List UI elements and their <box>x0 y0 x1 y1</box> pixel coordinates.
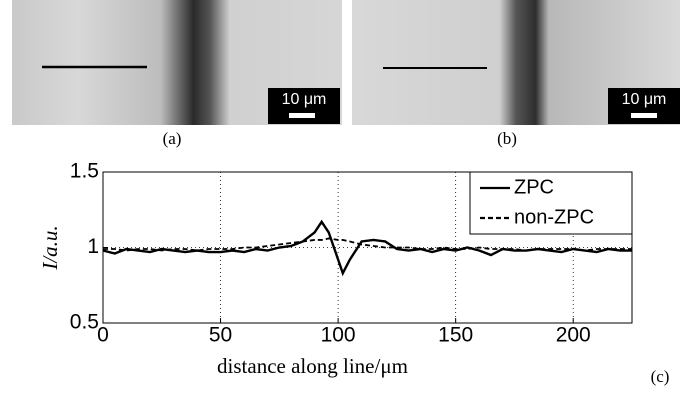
scale-bar <box>631 113 657 118</box>
y-tick-label: 0.5 <box>70 311 99 334</box>
x-tick-label: 100 <box>321 324 356 347</box>
scale-bar <box>289 113 315 118</box>
panel-label: (b) <box>497 129 517 148</box>
panel-label: (c) <box>651 367 670 386</box>
scale-label: 10 μm <box>282 91 327 108</box>
legend-label: ZPC <box>514 176 554 198</box>
x-tick-label: 150 <box>438 324 473 347</box>
x-axis-label: distance along line/μm <box>217 354 408 378</box>
scale-label: 10 μm <box>622 91 667 108</box>
figure: 10 μm (a) 10 μm (b) 0501001502000.511.5Z… <box>0 0 690 393</box>
x-tick-label: 200 <box>556 324 591 347</box>
y-tick-label: 1 <box>87 235 99 258</box>
x-tick-label: 50 <box>209 324 232 347</box>
page: 10 μm (a) 10 μm (b) 0501001502000.511.5Z… <box>0 0 690 393</box>
legend-label: non-ZPC <box>514 206 594 228</box>
panel-label: (a) <box>163 129 182 148</box>
y-axis-label: I/a.u. <box>38 225 62 270</box>
y-tick-label: 1.5 <box>70 160 99 183</box>
